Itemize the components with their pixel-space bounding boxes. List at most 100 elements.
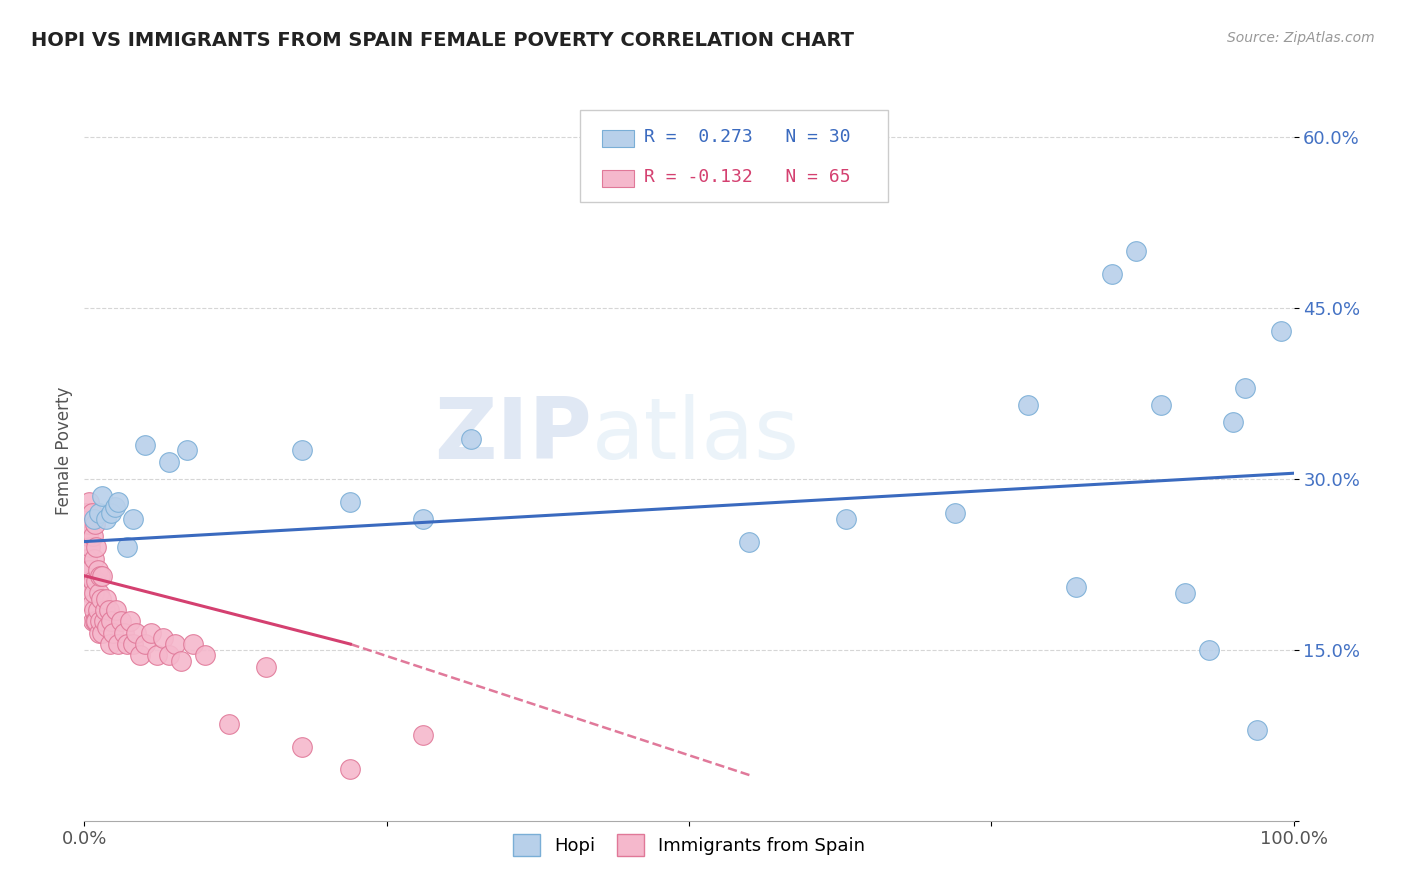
Point <box>152 632 174 646</box>
Point <box>1222 415 1244 429</box>
Point <box>115 541 138 555</box>
Point <box>104 603 127 617</box>
Point <box>412 728 434 742</box>
Point <box>218 716 240 731</box>
Point <box>79 563 101 577</box>
Point <box>89 568 111 582</box>
Point <box>339 494 361 508</box>
Point <box>75 506 97 520</box>
Point <box>84 615 107 629</box>
Point <box>94 512 117 526</box>
Point <box>91 489 114 503</box>
Point <box>254 660 277 674</box>
Point <box>94 603 117 617</box>
Point <box>120 615 142 629</box>
Point <box>134 438 156 452</box>
Point <box>1101 267 1123 281</box>
Point <box>83 603 105 617</box>
Point <box>139 625 162 640</box>
Point <box>96 620 118 634</box>
Point <box>87 625 110 640</box>
Point <box>146 648 169 663</box>
Point <box>194 648 217 663</box>
Point <box>115 637 138 651</box>
FancyBboxPatch shape <box>581 110 889 202</box>
Point <box>83 512 105 526</box>
Point <box>157 455 180 469</box>
Text: R =  0.273   N = 30: R = 0.273 N = 30 <box>644 128 851 146</box>
Point <box>87 506 110 520</box>
Point <box>89 615 111 629</box>
FancyBboxPatch shape <box>602 130 634 147</box>
Point <box>86 603 108 617</box>
Text: Source: ZipAtlas.com: Source: ZipAtlas.com <box>1227 31 1375 45</box>
Point <box>86 574 108 589</box>
Point <box>170 654 193 668</box>
Point <box>82 574 104 589</box>
Point <box>104 500 127 515</box>
Y-axis label: Female Poverty: Female Poverty <box>55 386 73 515</box>
Point <box>121 637 143 651</box>
Point <box>93 615 115 629</box>
Point <box>86 563 108 577</box>
Text: R = -0.132   N = 65: R = -0.132 N = 65 <box>644 169 851 186</box>
Point <box>157 648 180 663</box>
Point <box>82 615 104 629</box>
Point <box>98 637 121 651</box>
Point <box>103 625 125 640</box>
Point <box>1198 642 1220 657</box>
Point <box>76 512 98 526</box>
Point <box>110 615 132 629</box>
Point <box>80 506 103 520</box>
Point <box>291 739 314 754</box>
Point <box>79 586 101 600</box>
Point <box>77 517 100 532</box>
Point <box>79 541 101 555</box>
Point <box>460 432 482 446</box>
Point <box>76 551 98 566</box>
Point <box>86 615 108 629</box>
Point <box>107 494 129 508</box>
Point <box>1234 381 1257 395</box>
Point <box>129 648 152 663</box>
Point <box>77 563 100 577</box>
Point <box>87 586 110 600</box>
Point <box>176 443 198 458</box>
Point <box>1125 244 1147 259</box>
Point <box>112 625 135 640</box>
Point <box>943 506 966 520</box>
Point <box>83 586 105 600</box>
Point <box>1174 586 1197 600</box>
Point <box>412 512 434 526</box>
Point <box>1270 324 1292 338</box>
Point <box>125 625 148 640</box>
Point <box>835 512 858 526</box>
Point <box>165 637 187 651</box>
Point <box>77 529 100 543</box>
Point <box>80 597 103 611</box>
Text: HOPI VS IMMIGRANTS FROM SPAIN FEMALE POVERTY CORRELATION CHART: HOPI VS IMMIGRANTS FROM SPAIN FEMALE POV… <box>31 31 853 50</box>
Point <box>82 529 104 543</box>
Point <box>121 512 143 526</box>
Point <box>77 517 100 532</box>
Point <box>83 551 105 566</box>
FancyBboxPatch shape <box>602 170 634 187</box>
Point <box>1064 580 1087 594</box>
Point <box>91 568 114 582</box>
Point <box>181 637 204 651</box>
Point <box>1017 398 1039 412</box>
Point <box>107 637 129 651</box>
Text: atlas: atlas <box>592 394 800 477</box>
Point <box>77 574 100 589</box>
Point <box>100 615 122 629</box>
Legend: Hopi, Immigrants from Spain: Hopi, Immigrants from Spain <box>505 827 873 863</box>
Text: ZIP: ZIP <box>434 394 592 477</box>
Point <box>77 494 100 508</box>
Point <box>91 625 114 640</box>
Point <box>738 534 761 549</box>
Point <box>291 443 314 458</box>
Point <box>84 517 107 532</box>
Point <box>339 763 361 777</box>
Point <box>86 541 108 555</box>
Point <box>97 603 120 617</box>
